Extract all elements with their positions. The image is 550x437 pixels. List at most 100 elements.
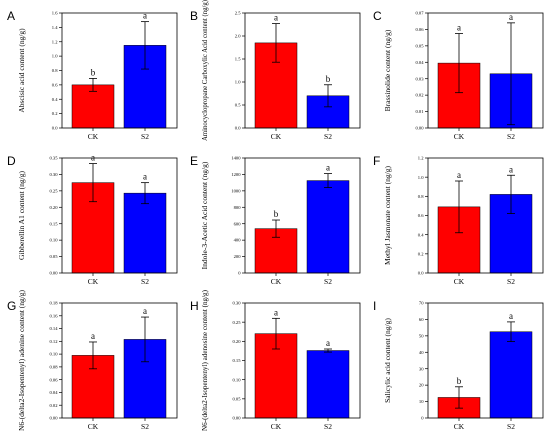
y-axis-label: Salicylic acid content (ng/g): [383, 318, 392, 403]
y-tick-label: 1200: [231, 172, 241, 177]
significance-letter: a: [457, 170, 461, 180]
y-tick-label: 0.03: [415, 76, 424, 81]
y-tick-label: 1.0: [418, 175, 424, 180]
significance-letter: b: [326, 74, 331, 84]
y-axis-label: Aminocyclopropane Carboxylic Acid conten…: [200, 0, 209, 141]
y-axis-label: N6-(delta2-Isopentenyl) adenine content …: [17, 290, 26, 431]
x-tick-label: S2: [324, 132, 332, 141]
y-tick-label: 0.0: [52, 126, 58, 131]
y-tick-label: 60: [419, 317, 424, 322]
axis-frame: [61, 302, 178, 419]
y-tick-label: 0.10: [49, 238, 58, 243]
y-tick-label: 0.8: [52, 68, 58, 73]
y-tick-label: 0.07: [415, 11, 424, 16]
y-axis-label: N6-(delta2-Isopentenyl) adenosine conten…: [200, 290, 209, 431]
panel-letter: E: [190, 154, 198, 168]
y-tick-label: 0.2: [418, 251, 424, 256]
y-tick-label: 0.01: [415, 109, 424, 114]
y-tick-label: 0.4: [52, 97, 58, 102]
y-tick-label: 0.30: [49, 172, 58, 177]
y-tick-label: 0.04: [415, 60, 424, 65]
x-tick-label: S2: [507, 132, 515, 141]
y-tick-label: 0.6: [418, 213, 424, 218]
bar-ck: [71, 84, 115, 129]
significance-letter: b: [91, 67, 96, 77]
y-tick-label: 50: [419, 333, 424, 338]
axis-frame: [427, 157, 544, 274]
significance-letter: a: [509, 164, 513, 174]
axis-frame: [244, 12, 361, 129]
x-tick-label: CK: [88, 132, 99, 141]
bar-s2: [306, 350, 350, 419]
significance-letter: b: [457, 376, 462, 386]
y-tick-label: 0.05: [232, 396, 241, 401]
axis-frame: [61, 12, 178, 129]
significance-letter: b: [274, 209, 279, 219]
y-tick-label: 2.5: [235, 11, 241, 16]
panel-letter: A: [7, 9, 15, 23]
x-tick-label: S2: [141, 132, 149, 141]
x-tick-label: CK: [88, 422, 99, 431]
y-tick-label: 1400: [231, 156, 241, 161]
y-tick-label: 0.04: [49, 390, 58, 395]
chart-panel-g: G N6-(delta2-Isopentenyl) adenine content…: [7, 290, 178, 431]
significance-letter: a: [143, 172, 147, 182]
y-tick-label: 1.6: [52, 11, 58, 16]
y-tick-label: 0.00: [49, 271, 58, 276]
x-tick-label: CK: [271, 132, 282, 141]
significance-letter: a: [274, 307, 278, 317]
y-tick-label: 0.6: [52, 82, 58, 87]
significance-letter: a: [91, 331, 95, 341]
y-tick-label: 0.20: [49, 205, 58, 210]
y-tick-label: 0.20: [232, 339, 241, 344]
y-tick-label: 2.0: [235, 34, 241, 39]
bar-s2: [123, 192, 167, 274]
y-axis-label: Methyl Jasmonate content (ng/g): [383, 166, 392, 265]
axis-frame: [244, 157, 361, 274]
panel-letter: H: [190, 299, 199, 313]
x-tick-label: S2: [507, 277, 515, 286]
significance-letter: a: [326, 163, 330, 173]
y-tick-label: 0.10: [49, 352, 58, 357]
x-tick-label: S2: [141, 422, 149, 431]
panel-letter: G: [7, 299, 16, 313]
y-axis-label: Abscisic acid content (ng/g): [17, 28, 26, 113]
y-tick-label: 0.8: [418, 194, 424, 199]
x-tick-label: S2: [324, 277, 332, 286]
y-tick-label: 0.05: [49, 254, 58, 259]
y-tick-label: 1.0: [52, 54, 58, 59]
x-tick-label: CK: [454, 422, 465, 431]
chart-panel-b: B Aminocyclopropane Carboxylic Acid conte…: [190, 0, 361, 141]
panel-letter: D: [7, 154, 16, 168]
significance-letter: a: [143, 11, 147, 21]
y-axis-label: Brassinolide content (ng/g): [383, 29, 392, 111]
y-tick-label: 0.0: [235, 126, 241, 131]
significance-letter: a: [326, 338, 330, 348]
significance-letter: a: [509, 311, 513, 321]
x-tick-label: S2: [141, 277, 149, 286]
panel-letter: B: [190, 9, 198, 23]
y-tick-label: 20: [419, 383, 424, 388]
y-tick-label: 0.12: [49, 339, 58, 344]
axis-frame: [427, 302, 544, 419]
y-tick-label: 0.4: [418, 232, 424, 237]
y-tick-label: 0.30: [232, 301, 241, 306]
y-tick-label: 0.15: [232, 358, 241, 363]
y-tick-label: 0.05: [415, 43, 424, 48]
bar-s2: [489, 331, 533, 419]
y-tick-label: 0.0: [418, 271, 424, 276]
y-tick-label: 0.00: [49, 416, 58, 421]
x-tick-label: CK: [271, 277, 282, 286]
x-tick-label: S2: [507, 422, 515, 431]
y-tick-label: 1.2: [52, 39, 58, 44]
chart-panel-i: I Salicylic acid content (ng/g) 0 10 20 30 40 5…: [373, 299, 544, 431]
y-tick-label: 70: [419, 301, 424, 306]
panel-letter: I: [373, 299, 376, 313]
significance-letter: a: [274, 13, 278, 23]
y-tick-label: 0.25: [49, 188, 58, 193]
y-tick-label: 0.18: [49, 301, 58, 306]
